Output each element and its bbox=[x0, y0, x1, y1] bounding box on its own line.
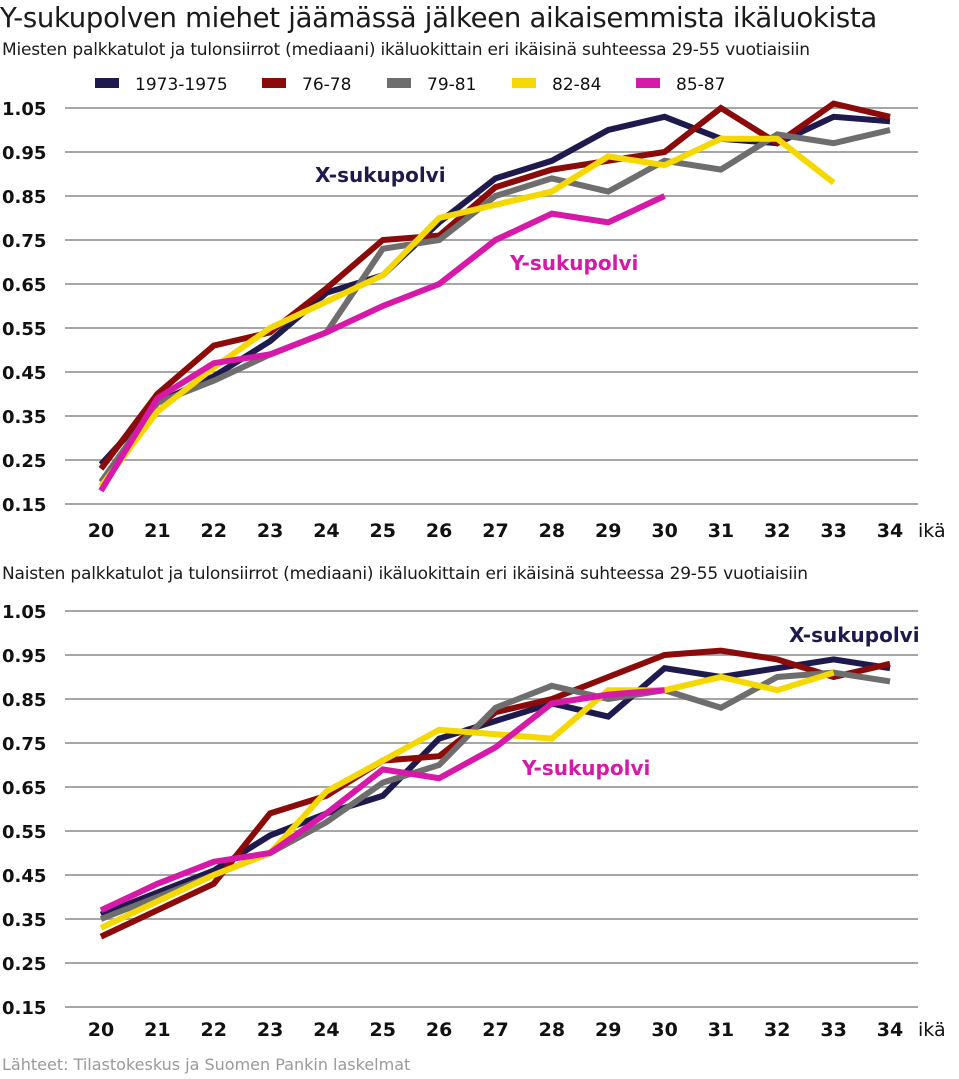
y-tick-label: 0.65 bbox=[2, 778, 46, 799]
x-tick-label: 31 bbox=[708, 520, 734, 542]
y-tick-label: 0.45 bbox=[2, 866, 46, 887]
y-tick-label: 0.35 bbox=[2, 910, 46, 931]
legend: 1973-1975 76-78 79-81 82-84 85-87 bbox=[95, 75, 725, 95]
chart-1-subtitle: Miesten palkkatulot ja tulonsiirrot (med… bbox=[2, 40, 810, 60]
y-tick-label: 0.95 bbox=[2, 143, 46, 164]
x-tick-label: 33 bbox=[820, 520, 846, 542]
x-tick-label: 34 bbox=[877, 1019, 903, 1041]
series-line-79-81 bbox=[98, 127, 891, 484]
x-tick-label: 28 bbox=[539, 1019, 565, 1041]
legend-swatch-3 bbox=[387, 78, 411, 88]
x-tick-label: 24 bbox=[313, 520, 339, 542]
x-tick-label: 34 bbox=[877, 520, 903, 542]
annotation-x-sukupolvi: X-sukupolvi bbox=[789, 623, 920, 647]
y-tick-label: 1.05 bbox=[2, 99, 46, 120]
y-tick-label: 0.15 bbox=[2, 495, 46, 516]
x-tick-label: 22 bbox=[200, 1019, 226, 1041]
y-tick-label: 0.65 bbox=[2, 275, 46, 296]
x-axis-unit: ikä bbox=[918, 520, 946, 542]
y-tick-label: 0.85 bbox=[2, 187, 46, 208]
x-tick-label: 21 bbox=[144, 520, 170, 542]
x-tick-label: 26 bbox=[426, 520, 452, 542]
series-line-85-87 bbox=[98, 193, 666, 493]
x-tick-label: 29 bbox=[595, 1019, 621, 1041]
annotation-x-sukupolvi: X-sukupolvi bbox=[315, 163, 446, 187]
legend-label-4: 82-84 bbox=[552, 75, 601, 95]
legend-swatch-2 bbox=[262, 78, 286, 88]
x-tick-label: 23 bbox=[257, 520, 283, 542]
x-tick-label: 32 bbox=[764, 1019, 790, 1041]
chart-2-subtitle: Naisten palkkatulot ja tulonsiirrot (med… bbox=[2, 564, 808, 584]
chart-women: 1.05 0.95 0.85 0.75 0.65 0.55 0.45 0.35 0.25 0.15… bbox=[2, 602, 946, 1041]
legend-label-3: 79-81 bbox=[427, 75, 476, 95]
x-tick-label: 26 bbox=[426, 1019, 452, 1041]
x-tick-label: 21 bbox=[144, 1019, 170, 1041]
x-tick-label: 29 bbox=[595, 520, 621, 542]
x-tick-label: 22 bbox=[200, 520, 226, 542]
legend-label-1: 1973-1975 bbox=[135, 75, 228, 95]
y-tick-label: 0.95 bbox=[2, 646, 46, 667]
y-tick-label: 0.75 bbox=[2, 734, 46, 755]
y-tick-label: 0.15 bbox=[2, 998, 46, 1019]
legend-swatch-5 bbox=[636, 78, 660, 88]
x-tick-label: 23 bbox=[257, 1019, 283, 1041]
y-tick-label: 0.75 bbox=[2, 231, 46, 252]
series-line-85-87 bbox=[99, 687, 665, 913]
series-line-76-78 bbox=[99, 647, 891, 940]
legend-swatch-1 bbox=[95, 78, 119, 88]
y-tick-label: 0.25 bbox=[2, 954, 46, 975]
series-line-82-84 bbox=[99, 669, 835, 931]
x-tick-label: 27 bbox=[482, 520, 508, 542]
x-tick-label: 25 bbox=[370, 1019, 396, 1041]
annotation-y-sukupolvi: Y-sukupolvi bbox=[521, 756, 650, 780]
y-tick-label: 0.55 bbox=[2, 319, 46, 340]
chart-men: 1.05 0.95 0.85 0.75 0.65 0.55 0.45 0.35 0.25 0.15… bbox=[2, 99, 946, 542]
x-tick-label: 20 bbox=[88, 1019, 114, 1041]
y-tick-label: 1.05 bbox=[2, 602, 46, 623]
source-note: Lähteet: Tilastokeskus ja Suomen Pankin … bbox=[2, 1055, 411, 1074]
x-tick-label: 20 bbox=[88, 520, 114, 542]
y-tick-label: 0.35 bbox=[2, 407, 46, 428]
legend-label-5: 85-87 bbox=[676, 75, 725, 95]
x-tick-label: 27 bbox=[482, 1019, 508, 1041]
x-tick-label: 30 bbox=[651, 1019, 677, 1041]
series-line-76-78 bbox=[98, 100, 891, 471]
legend-label-2: 76-78 bbox=[302, 75, 351, 95]
annotation-y-sukupolvi: Y-sukupolvi bbox=[509, 251, 638, 275]
y-tick-label: 0.85 bbox=[2, 690, 46, 711]
legend-swatch-4 bbox=[512, 78, 536, 88]
y-tick-label: 0.45 bbox=[2, 363, 46, 384]
series-line-79-81 bbox=[99, 669, 891, 922]
x-tick-label: 25 bbox=[370, 520, 396, 542]
x-tick-label: 32 bbox=[764, 520, 790, 542]
chart-title: Y-sukupolven miehet jäämässä jälkeen aik… bbox=[0, 2, 877, 34]
x-tick-label: 28 bbox=[539, 520, 565, 542]
y-tick-label: 0.25 bbox=[2, 451, 46, 472]
x-tick-label: 24 bbox=[313, 1019, 339, 1041]
x-tick-label: 30 bbox=[651, 520, 677, 542]
x-tick-label: 31 bbox=[708, 1019, 734, 1041]
y-tick-label: 0.55 bbox=[2, 822, 46, 843]
x-axis-unit: ikä bbox=[918, 1019, 946, 1041]
x-tick-label: 33 bbox=[820, 1019, 846, 1041]
